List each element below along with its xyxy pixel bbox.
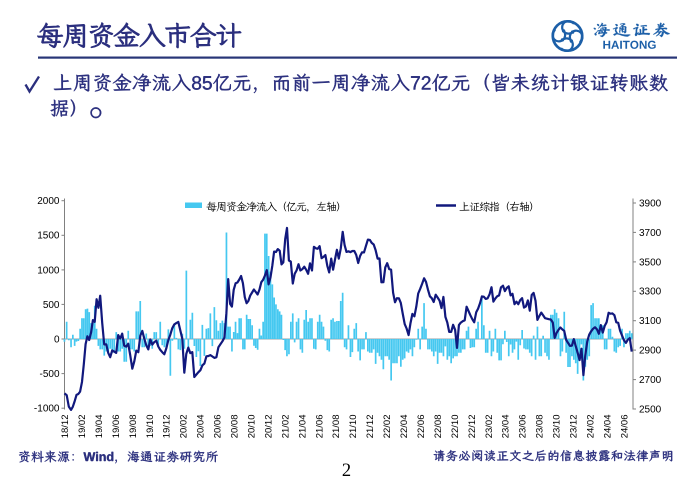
svg-text:20/02: 20/02 bbox=[179, 415, 190, 439]
svg-text:20/12: 20/12 bbox=[263, 415, 274, 439]
svg-text:19/04: 19/04 bbox=[94, 415, 105, 439]
svg-text:2: 2 bbox=[342, 461, 351, 481]
svg-text:3500: 3500 bbox=[639, 257, 662, 268]
svg-text:18/12: 18/12 bbox=[60, 415, 71, 439]
svg-text:24/04: 24/04 bbox=[602, 415, 613, 439]
svg-text:3100: 3100 bbox=[639, 316, 662, 327]
svg-text:22/04: 22/04 bbox=[399, 415, 410, 439]
svg-text:3700: 3700 bbox=[639, 228, 662, 239]
svg-text:21/12: 21/12 bbox=[365, 415, 376, 439]
svg-text:20/10: 20/10 bbox=[246, 415, 257, 439]
svg-text:-500: -500 bbox=[39, 369, 59, 380]
svg-text:22/10: 22/10 bbox=[450, 415, 461, 439]
svg-text:22/02: 22/02 bbox=[382, 415, 393, 439]
svg-text:21/06: 21/06 bbox=[314, 415, 325, 439]
svg-text:2500: 2500 bbox=[639, 404, 662, 415]
svg-text:19/02: 19/02 bbox=[77, 415, 88, 439]
svg-text:0: 0 bbox=[54, 334, 60, 345]
svg-text:2900: 2900 bbox=[639, 346, 662, 357]
svg-text:21/10: 21/10 bbox=[348, 415, 359, 439]
svg-text:3300: 3300 bbox=[639, 287, 662, 298]
svg-text:20/04: 20/04 bbox=[196, 415, 207, 439]
svg-text:23/04: 23/04 bbox=[501, 415, 512, 439]
svg-text:20/08: 20/08 bbox=[230, 415, 241, 439]
svg-text:19/08: 19/08 bbox=[128, 415, 139, 439]
svg-text:500: 500 bbox=[43, 300, 60, 311]
svg-text:23/06: 23/06 bbox=[518, 415, 529, 439]
svg-text:19/12: 19/12 bbox=[162, 415, 173, 439]
svg-text:23/08: 23/08 bbox=[535, 415, 546, 439]
svg-text:24/02: 24/02 bbox=[585, 415, 596, 439]
svg-text:-1000: -1000 bbox=[34, 404, 60, 415]
svg-text:1000: 1000 bbox=[37, 265, 60, 276]
svg-text:1500: 1500 bbox=[37, 231, 60, 242]
svg-text:2000: 2000 bbox=[37, 196, 60, 207]
svg-text:3900: 3900 bbox=[639, 198, 662, 209]
svg-text:23/12: 23/12 bbox=[569, 415, 580, 439]
svg-text:20/06: 20/06 bbox=[213, 415, 224, 439]
svg-text:23/02: 23/02 bbox=[484, 415, 495, 439]
svg-text:24/06: 24/06 bbox=[619, 415, 630, 439]
svg-text:19/10: 19/10 bbox=[145, 415, 156, 439]
svg-text:21/02: 21/02 bbox=[280, 415, 291, 439]
svg-text:21/04: 21/04 bbox=[297, 415, 308, 439]
svg-text:22/08: 22/08 bbox=[433, 415, 444, 439]
svg-text:2700: 2700 bbox=[639, 375, 662, 386]
svg-text:21/08: 21/08 bbox=[331, 415, 342, 439]
svg-text:19/06: 19/06 bbox=[111, 415, 122, 439]
svg-text:22/06: 22/06 bbox=[416, 415, 427, 439]
svg-text:22/12: 22/12 bbox=[467, 415, 478, 439]
svg-text:23/10: 23/10 bbox=[552, 415, 563, 439]
